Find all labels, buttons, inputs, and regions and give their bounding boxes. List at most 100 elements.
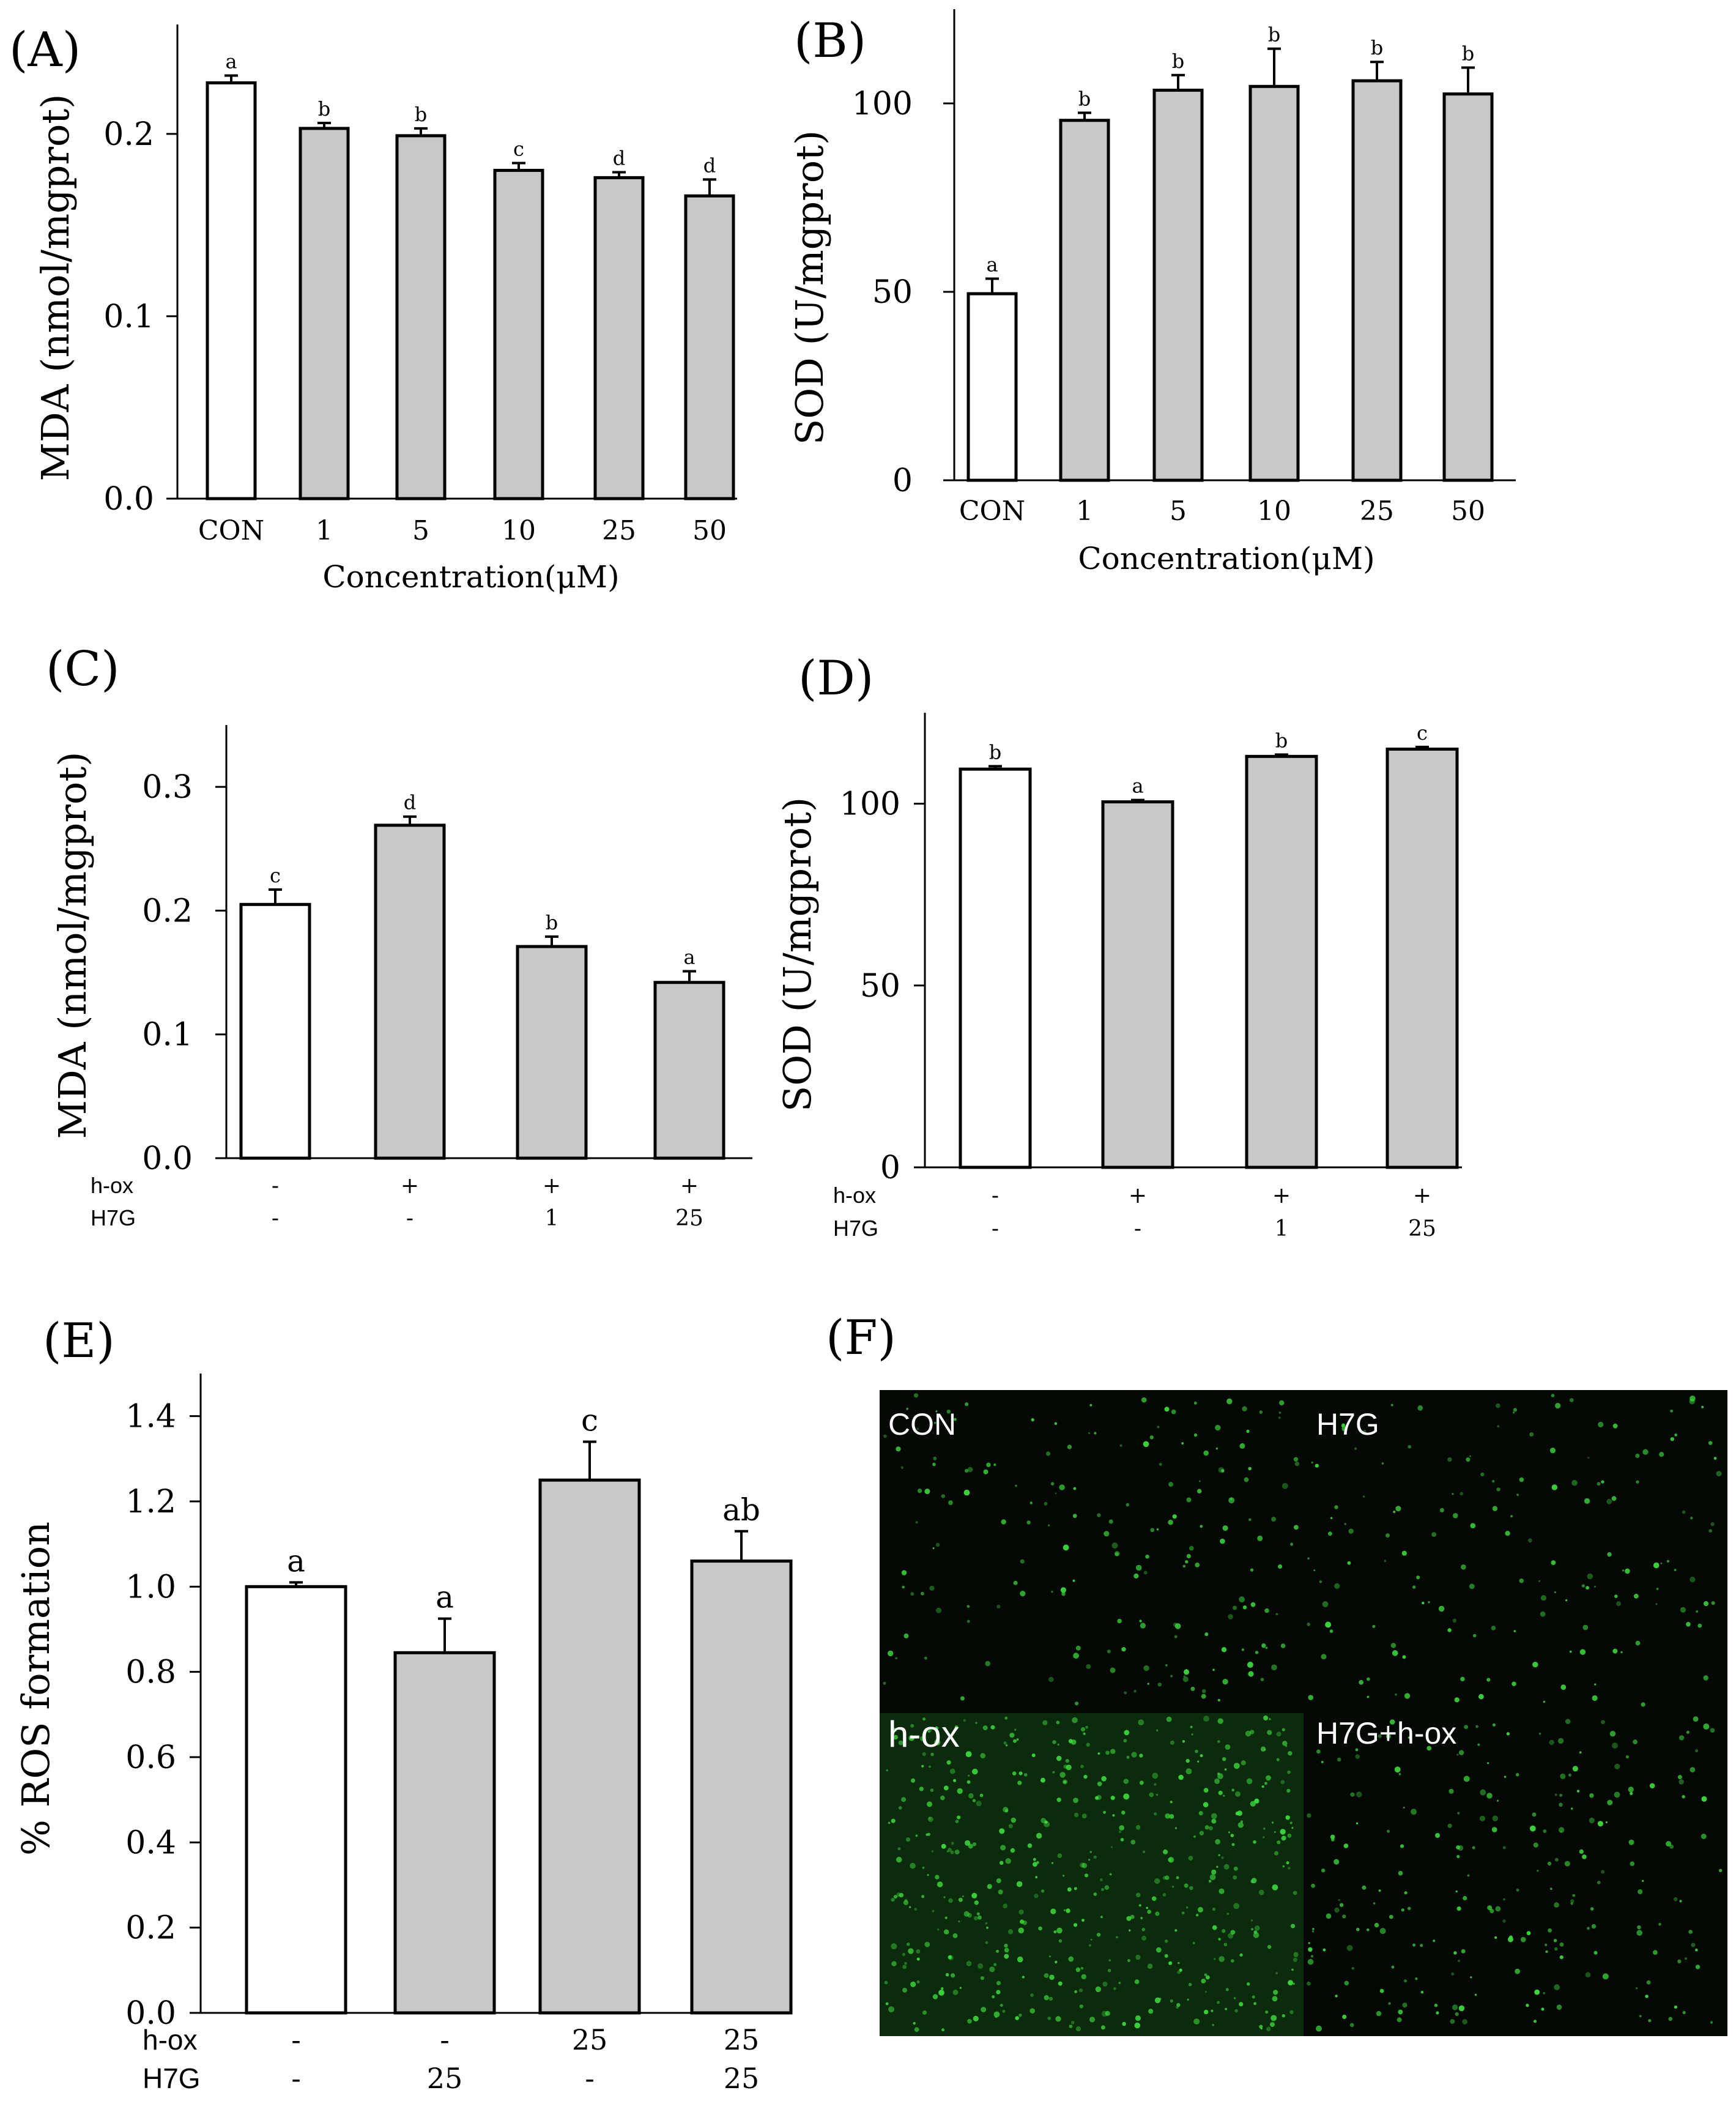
fluorescent-cell — [1193, 1401, 1197, 1405]
fluorescent-cell — [1286, 1788, 1291, 1793]
fluorescent-cell — [1639, 2015, 1642, 2018]
fluorescent-cell — [1250, 1919, 1253, 1922]
fluorescent-cell — [950, 1850, 954, 1854]
fluorescent-cell — [1049, 1974, 1055, 1980]
fluorescent-cell — [1031, 1418, 1034, 1422]
fluorescent-cell — [1288, 1867, 1291, 1870]
fluorescent-cell — [1322, 1948, 1326, 1952]
fluorescent-cell — [1129, 1929, 1131, 1932]
fluorescent-cell — [1198, 1810, 1204, 1816]
fluorescent-cell — [1579, 1849, 1584, 1854]
chart-a-significance-letter: d — [613, 146, 625, 169]
fluorescent-cell — [929, 1585, 935, 1591]
fluorescent-cell — [1395, 1506, 1401, 1512]
fluorescent-cell — [1245, 1730, 1252, 1737]
fluorescent-cell — [966, 1780, 971, 1784]
fluorescent-cell — [1267, 1730, 1272, 1735]
fluorescent-cell — [1002, 2010, 1006, 2013]
fluorescent-cell — [1682, 1510, 1686, 1514]
fluorescent-cell — [1491, 1626, 1496, 1630]
chart-a-bar — [684, 194, 735, 500]
fluorescent-cell — [1239, 1443, 1245, 1449]
fluorescent-cell — [1211, 1869, 1217, 1875]
fluorescent-cell — [1601, 1480, 1604, 1484]
fluorescent-cell — [1454, 1697, 1460, 1703]
fluorescent-cell — [1152, 1772, 1159, 1779]
fluorescent-cell — [1674, 1433, 1677, 1437]
fluorescent-cell — [928, 1765, 931, 1768]
fluorescent-cell — [1543, 1829, 1547, 1833]
fluorescent-cell — [1408, 1736, 1411, 1739]
fluorescent-cell — [932, 1909, 935, 1913]
fluorescent-cell — [1668, 2017, 1672, 2021]
fluorescent-cell — [1402, 2002, 1408, 2008]
fluorescent-cell — [1359, 1679, 1364, 1685]
fluorescent-cell — [1045, 1451, 1051, 1456]
chart-d-condition-value: + — [1413, 1183, 1431, 1208]
fluorescent-cell — [1117, 1618, 1122, 1624]
fluorescent-cell — [902, 1585, 905, 1589]
fluorescent-cell — [1367, 1677, 1370, 1681]
fluorescent-cell — [1452, 2004, 1458, 2010]
fluorescent-cell — [1282, 1865, 1285, 1868]
fluorescent-cell — [1703, 1723, 1710, 1730]
fluorescent-cell — [1075, 1701, 1079, 1706]
fluorescent-cell — [1549, 1739, 1554, 1746]
fluorescent-cell — [1635, 1453, 1640, 1459]
fluorescent-cell — [1637, 1925, 1641, 1930]
fluorescent-cell — [1404, 1891, 1408, 1895]
fluorescent-cell — [1252, 1995, 1255, 1999]
fluorescent-cell — [1404, 1693, 1411, 1699]
fluorescent-cell — [885, 2002, 889, 2006]
fluorescent-cell — [1532, 1662, 1538, 1668]
fluorescent-cell — [1548, 1928, 1552, 1933]
fluorescent-cell — [1451, 1972, 1455, 1976]
chart-d-condition-value: - — [992, 1216, 999, 1241]
fluorescent-cell — [1242, 1406, 1247, 1411]
fluorescent-cell — [1335, 1995, 1338, 1998]
fluorescent-cell — [1579, 1751, 1582, 1754]
fluorescent-cell — [980, 1976, 984, 1980]
fluorescent-cell — [1276, 1758, 1280, 1761]
fluorescent-cell — [924, 1489, 930, 1495]
chart-d-y-tick-label: 0 — [880, 1150, 900, 1186]
fluorescent-cell — [1362, 1885, 1367, 1890]
fluorescent-cell — [1565, 1719, 1571, 1724]
fluorescent-cell — [1356, 1822, 1359, 1824]
fluorescent-cell — [1244, 1477, 1249, 1482]
fluorescent-cell — [922, 2010, 927, 2015]
fluorescent-cell — [1173, 1623, 1178, 1627]
fluorescent-cell — [1472, 1846, 1475, 1850]
fluorescent-cell — [904, 1962, 907, 1965]
fluorescent-cell — [1653, 1950, 1658, 1955]
fluorescent-cell — [1230, 1930, 1236, 1935]
fluorescent-cell — [1189, 1545, 1194, 1551]
fluorescent-cell — [1212, 1907, 1216, 1911]
fluorescent-cell — [935, 1542, 940, 1547]
fluorescent-cell — [948, 1500, 953, 1506]
fluorescent-cell — [1198, 1906, 1203, 1913]
fluorescent-cell — [1154, 1878, 1160, 1884]
fluorescent-cell — [993, 1963, 997, 1966]
fluorescent-cell — [1212, 1925, 1217, 1930]
chart-d-condition-value: 1 — [1275, 1216, 1289, 1241]
fluorescent-cell — [1104, 1885, 1110, 1890]
fluorescent-cell — [1541, 2007, 1545, 2011]
fluorescent-cell — [1072, 1514, 1077, 1519]
chart-c-panel-label: (C) — [46, 642, 120, 697]
fluorescent-cell — [1513, 1630, 1516, 1633]
fluorescent-cell — [1660, 1562, 1663, 1564]
fluorescent-cell — [1322, 1601, 1329, 1607]
fluorescent-cell — [1048, 1955, 1052, 1958]
fluorescent-cell — [1217, 2001, 1220, 2004]
fluorescent-cell — [1711, 1601, 1715, 1605]
fluorescent-cell — [1269, 1718, 1271, 1720]
fluorescent-cell — [1412, 1943, 1416, 1947]
fluorescent-cell — [927, 1801, 932, 1807]
fluorescent-cell — [977, 1915, 982, 1920]
fluorescent-cell — [1527, 1538, 1532, 1543]
fluorescent-cell — [944, 1916, 948, 1919]
chart-a-category-label: 10 — [502, 515, 536, 546]
chart-c-significance-letter: d — [404, 791, 416, 814]
fluorescent-cell — [1162, 1893, 1167, 1897]
